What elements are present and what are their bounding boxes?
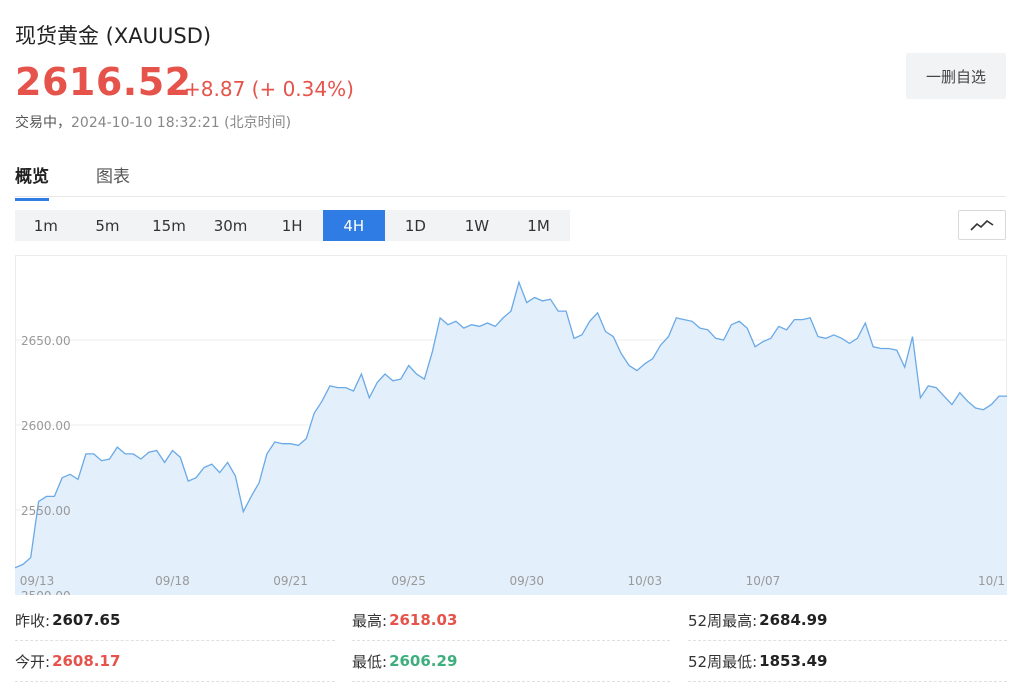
stat-label: 52周最低: <box>688 652 758 671</box>
y-tick-label: 2650.00 <box>21 334 71 348</box>
stat-52w-high: 52周最高: 2684.99 <box>688 600 1007 641</box>
stat-high: 最高: 2618.03 <box>352 600 670 641</box>
x-tick-label: 09/13 <box>20 574 55 588</box>
stat-value: 2607.65 <box>52 611 121 629</box>
stat-label: 今开: <box>15 652 51 671</box>
stat-label: 昨收: <box>15 611 51 630</box>
stat-low: 最低: 2606.29 <box>352 641 670 682</box>
interval-1h[interactable]: 1H <box>281 216 303 235</box>
stat-value: 2618.03 <box>389 611 458 629</box>
status-label: 交易中， <box>15 115 71 131</box>
stat-label: 52周最高: <box>688 611 758 630</box>
y-tick-label: 2600.00 <box>21 419 71 433</box>
interval-selector: 1m 5m 15m 30m 1H 4H 1D 1W 1M <box>15 210 570 241</box>
stat-label: 最低: <box>352 652 388 671</box>
interval-30m[interactable]: 30m <box>213 216 248 235</box>
stat-value: 1853.49 <box>759 652 828 670</box>
tab-chart[interactable]: 图表 <box>96 167 130 187</box>
interval-1m[interactable]: 1m <box>33 216 58 235</box>
interval-1mo[interactable]: 1M <box>527 216 550 235</box>
x-tick-label: 10/1 <box>978 574 1005 588</box>
interval-4h[interactable]: 4H <box>322 210 385 241</box>
line-chart-icon <box>970 219 994 231</box>
trading-status: 交易中，2024-10-10 18:32:21 (北京时间) <box>15 112 291 132</box>
tab-bar: 概览 图表 <box>15 158 1006 201</box>
interval-15m[interactable]: 15m <box>152 216 186 235</box>
current-price: 2616.52 <box>15 60 192 104</box>
y-tick-label: 2500.00 <box>21 589 71 595</box>
price-line <box>15 280 1007 569</box>
interval-1d[interactable]: 1D <box>404 216 426 235</box>
stat-value: 2606.29 <box>389 652 458 670</box>
tab-overview[interactable]: 概览 <box>15 162 49 201</box>
stat-open: 今开: 2608.17 <box>15 641 335 682</box>
x-tick-label: 09/18 <box>155 574 190 588</box>
price-area <box>15 282 1007 595</box>
price-chart[interactable]: 2650.00 2600.00 2550.00 2500.00 09/13 09/18 0… <box>15 255 1007 595</box>
interval-1w[interactable]: 1W <box>464 216 490 235</box>
price-change: +8.87 (+ 0.34%) <box>184 77 354 101</box>
x-tick-label: 10/07 <box>746 574 781 588</box>
x-tick-label: 09/30 <box>509 574 544 588</box>
x-tick-label: 09/21 <box>273 574 308 588</box>
stat-value: 2608.17 <box>52 652 121 670</box>
page-title: 现货黄金 (XAUUSD) <box>15 24 212 48</box>
remove-watchlist-button[interactable]: 一删自选 <box>906 53 1006 99</box>
stat-value: 2684.99 <box>759 611 828 629</box>
stat-label: 最高: <box>352 611 388 630</box>
x-tick-label: 10/03 <box>628 574 663 588</box>
stat-52w-low: 52周最低: 1853.49 <box>688 641 1007 682</box>
y-tick-label: 2550.00 <box>21 504 71 518</box>
stat-prev-close: 昨收: 2607.65 <box>15 600 335 641</box>
chart-type-toggle[interactable] <box>958 210 1006 240</box>
interval-5m[interactable]: 5m <box>95 216 120 235</box>
chart-svg: 2650.00 2600.00 2550.00 2500.00 09/13 09/18 0… <box>15 255 1007 595</box>
timestamp: 2024-10-10 18:32:21 (北京时间) <box>71 115 292 131</box>
x-tick-label: 09/25 <box>391 574 426 588</box>
